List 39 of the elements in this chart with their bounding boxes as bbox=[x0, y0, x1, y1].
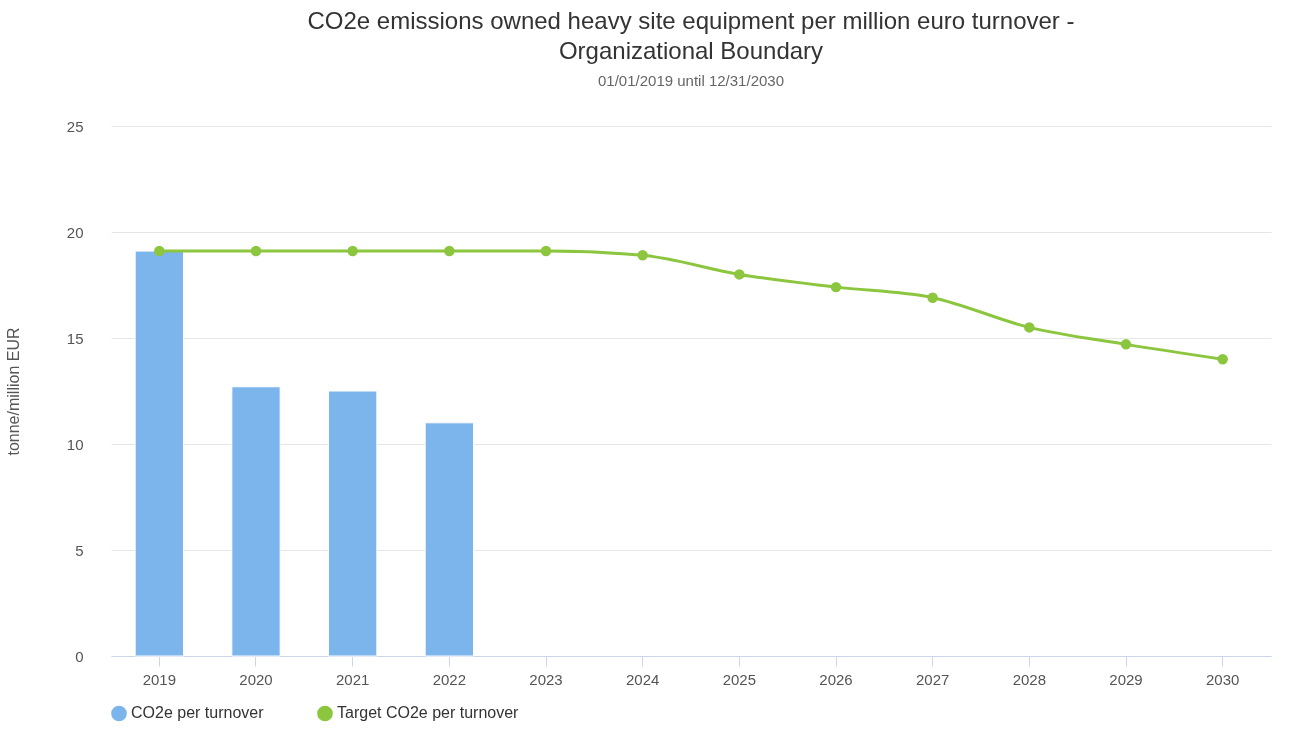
bar bbox=[134, 250, 184, 657]
y-axis-title: tonne/million EUR bbox=[4, 327, 22, 456]
point bbox=[444, 245, 455, 257]
point bbox=[1024, 322, 1035, 333]
chart-subtitle: 01/01/2019 until 12/31/2030 bbox=[598, 72, 784, 89]
chart-title: CO2e emissions owned heavy site equipment per million euro turnover - Organizational Boundary bbox=[307, 7, 1075, 64]
x-tick-label: 2025 bbox=[722, 670, 757, 688]
y-tick-label: 20 bbox=[66, 223, 84, 241]
x-tick-label: 2026 bbox=[819, 670, 853, 688]
point bbox=[734, 269, 745, 280]
x-tick-label: 2019 bbox=[142, 670, 177, 688]
x-tick-label: 2022 bbox=[432, 670, 467, 688]
y-tick-label: 0 bbox=[75, 647, 84, 665]
point bbox=[830, 281, 842, 293]
x-tick-label: 2030 bbox=[1205, 670, 1240, 688]
x-tick-label: 2024 bbox=[625, 670, 660, 688]
x-tick-label: 2029 bbox=[1109, 670, 1143, 688]
point bbox=[540, 245, 552, 257]
point bbox=[637, 250, 648, 261]
x-tick-label: 2020 bbox=[239, 670, 273, 688]
y-tick-label: 15 bbox=[66, 329, 84, 347]
bar bbox=[328, 390, 378, 657]
bar bbox=[231, 386, 281, 657]
point bbox=[154, 245, 165, 257]
point bbox=[250, 245, 262, 257]
x-tick-label: 2027 bbox=[915, 670, 950, 688]
legend-label: CO2e per turnover bbox=[131, 704, 265, 722]
x-tick-label: 2023 bbox=[529, 670, 563, 688]
point bbox=[347, 245, 358, 257]
x-tick-label: 2021 bbox=[335, 670, 370, 688]
point bbox=[1217, 353, 1228, 365]
y-tick-label: 5 bbox=[75, 541, 84, 559]
x-tick-label: 2028 bbox=[1012, 670, 1047, 688]
bar bbox=[424, 422, 474, 657]
y-tick-label: 25 bbox=[66, 117, 84, 135]
point bbox=[927, 292, 938, 303]
y-tick-label: 10 bbox=[66, 435, 84, 453]
legend-label: Target CO2e per turnover bbox=[337, 704, 520, 722]
point bbox=[1120, 339, 1132, 350]
